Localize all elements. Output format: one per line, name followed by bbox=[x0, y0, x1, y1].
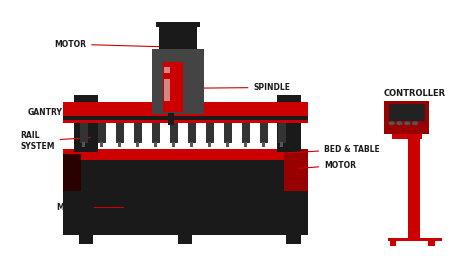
Bar bbox=[389, 103, 425, 121]
Bar bbox=[80, 123, 88, 143]
Bar bbox=[209, 142, 211, 147]
Bar bbox=[278, 123, 285, 143]
Bar bbox=[168, 113, 174, 124]
Bar bbox=[392, 133, 422, 139]
Bar bbox=[82, 142, 85, 147]
Bar bbox=[152, 123, 160, 143]
Text: GANTRY: GANTRY bbox=[27, 108, 114, 117]
Bar bbox=[152, 49, 204, 114]
Bar bbox=[74, 95, 98, 152]
Bar bbox=[134, 123, 142, 143]
Bar bbox=[63, 154, 82, 191]
Bar bbox=[206, 123, 214, 143]
Bar bbox=[408, 127, 420, 239]
Bar bbox=[280, 142, 283, 147]
Bar bbox=[428, 241, 435, 245]
Bar bbox=[263, 142, 265, 147]
Circle shape bbox=[413, 122, 418, 124]
Bar bbox=[63, 119, 308, 123]
Bar bbox=[79, 233, 93, 244]
Bar bbox=[191, 142, 193, 147]
Bar bbox=[63, 102, 308, 117]
Bar bbox=[384, 101, 429, 134]
Bar bbox=[260, 123, 267, 143]
Bar bbox=[188, 123, 196, 143]
Text: MOTOR: MOTOR bbox=[54, 40, 159, 49]
Bar bbox=[390, 241, 396, 245]
Circle shape bbox=[397, 122, 402, 124]
Bar bbox=[116, 123, 124, 143]
Bar bbox=[173, 142, 175, 147]
Bar bbox=[164, 73, 176, 79]
Bar bbox=[118, 142, 121, 147]
Bar bbox=[63, 149, 308, 160]
Bar bbox=[98, 123, 106, 143]
Bar bbox=[137, 142, 139, 147]
Bar bbox=[227, 142, 229, 147]
Bar bbox=[178, 233, 192, 244]
Bar bbox=[286, 233, 301, 244]
Text: MOTOR: MOTOR bbox=[56, 203, 124, 212]
Bar bbox=[224, 123, 232, 143]
Bar bbox=[277, 95, 301, 152]
Bar bbox=[63, 116, 308, 120]
Bar bbox=[170, 123, 178, 143]
Bar bbox=[388, 238, 442, 241]
Text: CONTROLLER: CONTROLLER bbox=[384, 89, 446, 98]
Bar bbox=[156, 21, 200, 27]
Bar bbox=[245, 142, 247, 147]
Circle shape bbox=[389, 122, 394, 124]
Bar bbox=[164, 68, 170, 101]
Text: RAIL
SYSTEM: RAIL SYSTEM bbox=[20, 131, 91, 151]
Text: BED & TABLE: BED & TABLE bbox=[287, 145, 380, 154]
Bar bbox=[284, 149, 308, 191]
Bar bbox=[63, 152, 308, 235]
Bar bbox=[242, 123, 249, 143]
Bar bbox=[100, 142, 103, 147]
Text: MOTOR: MOTOR bbox=[299, 161, 356, 170]
Text: SPINDLE: SPINDLE bbox=[190, 83, 291, 92]
Bar bbox=[155, 142, 157, 147]
Bar bbox=[163, 62, 183, 112]
Bar bbox=[159, 25, 197, 53]
Circle shape bbox=[405, 122, 410, 124]
